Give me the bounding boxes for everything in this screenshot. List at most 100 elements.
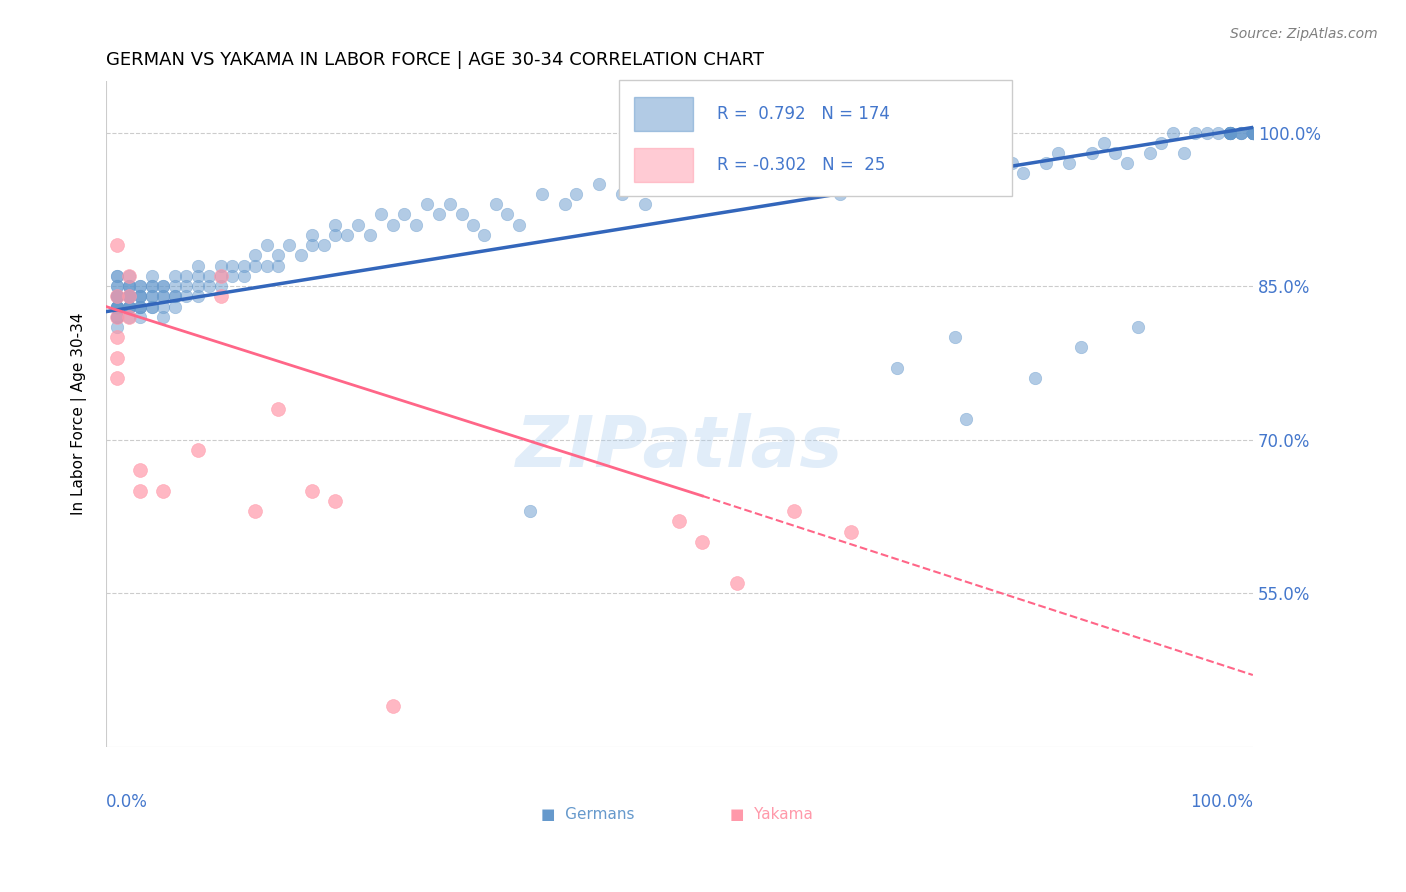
Point: [1241, 126, 1264, 140]
Point: [243, 248, 266, 262]
Point: [118, 289, 141, 303]
Point: [828, 186, 851, 201]
Point: [141, 279, 163, 293]
Point: [129, 483, 152, 498]
Point: [118, 310, 141, 324]
Point: [163, 289, 186, 303]
Point: [129, 279, 152, 293]
Point: [692, 535, 714, 549]
Point: [841, 156, 863, 170]
Point: [129, 279, 152, 293]
Point: [141, 300, 163, 314]
Point: [118, 310, 141, 324]
FancyBboxPatch shape: [634, 96, 693, 131]
Point: [932, 166, 955, 180]
Point: [129, 300, 152, 314]
Point: [107, 289, 129, 303]
Point: [772, 156, 794, 170]
Point: [107, 320, 129, 334]
Point: [1219, 126, 1241, 140]
Point: [163, 268, 186, 283]
Text: 100.0%: 100.0%: [1189, 793, 1253, 811]
Point: [152, 279, 174, 293]
Point: [107, 238, 129, 252]
Point: [863, 156, 886, 170]
Y-axis label: In Labor Force | Age 30-34: In Labor Force | Age 30-34: [72, 313, 87, 516]
Point: [107, 289, 129, 303]
Point: [209, 279, 232, 293]
Point: [1241, 126, 1264, 140]
Point: [921, 156, 943, 170]
Point: [118, 300, 141, 314]
Point: [1046, 146, 1069, 161]
Point: [118, 279, 141, 293]
Point: [209, 268, 232, 283]
Point: [645, 166, 668, 180]
Point: [1059, 156, 1081, 170]
Point: [886, 360, 908, 375]
Point: [623, 177, 645, 191]
Point: [725, 166, 748, 180]
Point: [783, 166, 806, 180]
Point: [1035, 156, 1057, 170]
Point: [1184, 126, 1206, 140]
Point: [783, 504, 806, 518]
Point: [806, 166, 828, 180]
Point: [129, 463, 152, 477]
Point: [588, 177, 610, 191]
Point: [118, 289, 141, 303]
Point: [474, 227, 496, 242]
Point: [107, 310, 129, 324]
Point: [152, 483, 174, 498]
Point: [118, 300, 141, 314]
Point: [897, 156, 920, 170]
Text: R = -0.302   N =  25: R = -0.302 N = 25: [717, 156, 886, 174]
Point: [955, 412, 977, 426]
Point: [679, 166, 702, 180]
Point: [118, 300, 141, 314]
Point: [118, 268, 141, 283]
Point: [243, 504, 266, 518]
Point: [174, 279, 197, 293]
Text: Source: ZipAtlas.com: Source: ZipAtlas.com: [1230, 27, 1378, 41]
Point: [187, 259, 209, 273]
Point: [107, 351, 129, 365]
Point: [496, 207, 519, 221]
Point: [1092, 136, 1115, 150]
Point: [977, 156, 1000, 170]
Point: [554, 197, 576, 211]
FancyBboxPatch shape: [619, 80, 1012, 196]
Point: [990, 146, 1012, 161]
Point: [759, 177, 782, 191]
Point: [129, 289, 152, 303]
Point: [347, 218, 370, 232]
Point: [1230, 126, 1253, 140]
Point: [794, 156, 817, 170]
Point: [107, 289, 129, 303]
Point: [530, 186, 553, 201]
Point: [141, 289, 163, 303]
FancyBboxPatch shape: [634, 147, 693, 182]
Point: [278, 238, 301, 252]
Point: [118, 289, 141, 303]
Point: [152, 300, 174, 314]
Point: [107, 300, 129, 314]
Point: [817, 177, 839, 191]
Point: [1241, 126, 1264, 140]
Point: [312, 238, 335, 252]
Point: [267, 259, 290, 273]
Point: [1173, 146, 1195, 161]
Point: [301, 483, 323, 498]
Point: [107, 371, 129, 385]
Point: [325, 218, 347, 232]
Point: [1219, 126, 1241, 140]
Point: [107, 289, 129, 303]
Point: [232, 268, 254, 283]
Point: [141, 268, 163, 283]
Point: [439, 197, 461, 211]
Point: [359, 227, 381, 242]
Point: [152, 279, 174, 293]
Point: [129, 300, 152, 314]
Point: [450, 207, 472, 221]
Point: [1219, 126, 1241, 140]
